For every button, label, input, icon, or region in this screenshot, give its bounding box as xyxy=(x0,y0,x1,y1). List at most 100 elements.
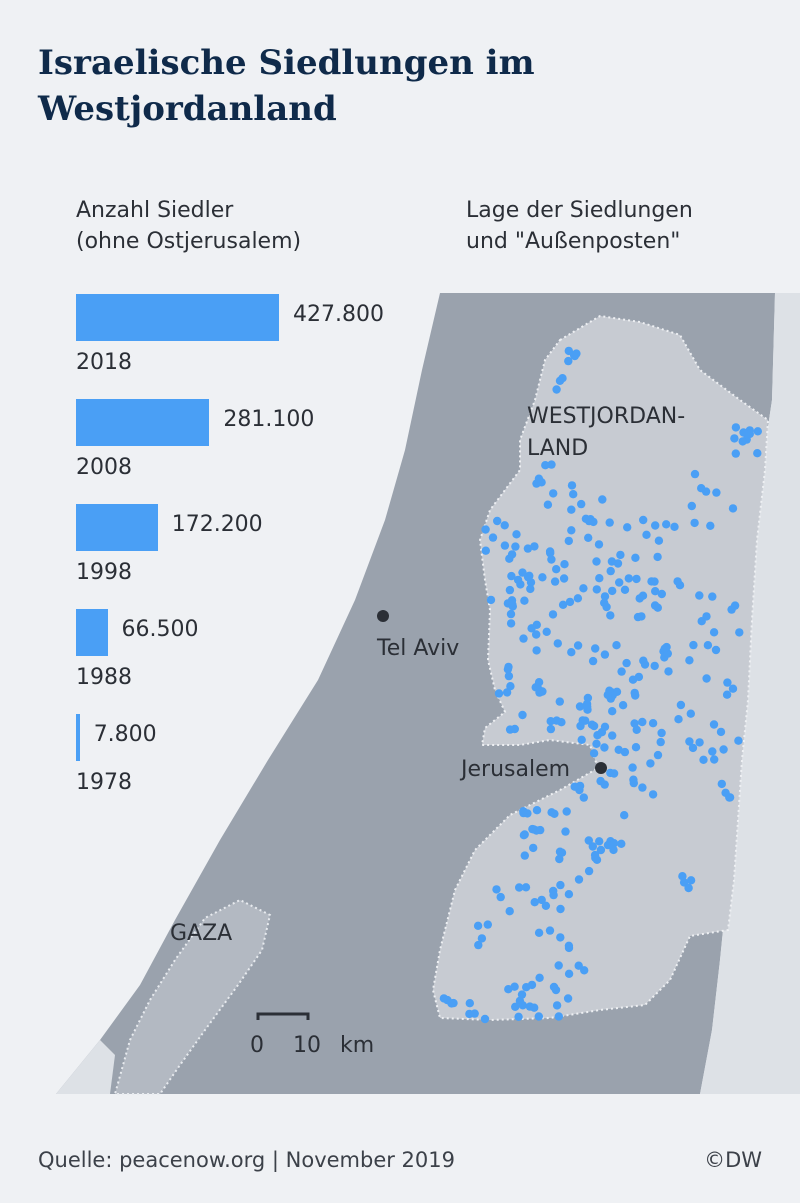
settlement-dot xyxy=(584,533,593,542)
settlement-dot xyxy=(657,728,666,738)
settlement-dot xyxy=(579,584,588,593)
settlement-dot xyxy=(474,940,483,950)
settlement-dot xyxy=(631,553,640,562)
settlement-dot xyxy=(567,481,577,490)
settlement-dot xyxy=(653,603,662,612)
bar-value-label: 7.800 xyxy=(93,722,157,747)
chart-heading-line1: Anzahl Siedler xyxy=(76,198,234,223)
settlement-dot xyxy=(480,1014,490,1024)
settlement-dot xyxy=(709,720,719,729)
settlement-dot xyxy=(608,707,617,716)
settlement-dot xyxy=(504,985,513,994)
settlement-dot xyxy=(703,641,713,650)
settlement-dot xyxy=(546,548,555,558)
settlement-dot xyxy=(620,811,629,820)
settlement-dot xyxy=(530,898,539,907)
settlement-dot xyxy=(584,516,594,526)
settlement-dot xyxy=(537,895,546,905)
settlement-dot xyxy=(686,709,695,718)
settlement-dot xyxy=(596,845,606,855)
settlement-dot xyxy=(549,890,558,900)
settlement-dot xyxy=(731,423,741,432)
settlement-dot xyxy=(553,639,562,648)
bar xyxy=(76,399,210,446)
settlement-dot xyxy=(558,600,568,609)
settlement-dot xyxy=(630,719,639,728)
settlement-dot xyxy=(608,586,617,596)
settlement-dot xyxy=(609,845,618,855)
settlement-dot xyxy=(695,591,704,600)
settlement-dot xyxy=(690,469,700,479)
bar xyxy=(76,609,108,656)
settlement-dot xyxy=(600,650,610,659)
settlement-dot xyxy=(639,515,648,525)
map-heading-line1: Lage der Siedlungen xyxy=(466,198,693,223)
settlement-dot xyxy=(640,660,650,669)
bar-value-label: 281.100 xyxy=(223,407,315,432)
settlement-dot xyxy=(577,735,586,744)
settlement-dot xyxy=(575,702,585,711)
west-bank-map: WESTJORDAN- LAND GAZA Tel Aviv Jerusalem… xyxy=(56,293,800,1095)
settlement-dot xyxy=(486,595,496,605)
settlement-dot xyxy=(618,701,628,710)
settlement-dot xyxy=(606,566,615,576)
settlement-dot xyxy=(624,574,633,583)
settlement-dot xyxy=(515,883,524,892)
settlement-dot xyxy=(651,521,660,530)
settlement-dot xyxy=(551,985,561,995)
settlement-dot xyxy=(569,490,578,499)
settlement-dot xyxy=(637,612,646,621)
jerusalem-marker xyxy=(595,762,607,774)
settlement-dot xyxy=(580,966,589,975)
credit: ©DW xyxy=(704,1148,762,1172)
settlement-dot xyxy=(723,678,732,687)
settlement-dot xyxy=(519,831,529,840)
settlement-dot xyxy=(709,628,719,637)
tel-aviv-marker xyxy=(377,610,389,622)
settlement-dot xyxy=(587,720,597,729)
settlement-dot xyxy=(500,521,509,530)
settlement-dot xyxy=(555,854,564,864)
settlement-dot xyxy=(470,1009,479,1018)
settlement-dot xyxy=(650,661,659,671)
settlement-dot xyxy=(493,516,502,526)
settlement-dot xyxy=(494,689,504,698)
settlement-dot xyxy=(564,969,574,978)
settlement-dot xyxy=(598,495,607,504)
settlement-dot xyxy=(642,530,651,539)
settlement-dot xyxy=(617,667,626,676)
settlement-dot xyxy=(505,585,515,595)
gaza-label: GAZA xyxy=(170,921,232,946)
settlement-dot xyxy=(588,656,598,666)
settlement-dot xyxy=(648,790,658,799)
settlement-dot xyxy=(513,575,523,585)
settlement-dot xyxy=(670,522,679,531)
settlement-dot xyxy=(560,560,569,569)
settlement-dot xyxy=(546,717,555,726)
bar xyxy=(76,714,80,761)
settlement-dot xyxy=(606,611,615,620)
settlement-dot xyxy=(684,883,693,893)
settlement-dot xyxy=(512,530,521,539)
settlement-dot xyxy=(546,724,556,734)
settlement-dot xyxy=(678,872,687,881)
settlement-dot xyxy=(549,489,558,498)
map-heading-line2: und "Außenposten" xyxy=(466,229,681,254)
settlement-dot xyxy=(547,555,556,564)
settlement-dot xyxy=(623,523,632,532)
settlement-dot xyxy=(687,501,696,511)
settlement-dot xyxy=(745,429,754,439)
settlement-dot xyxy=(518,710,527,720)
bar xyxy=(76,504,158,551)
settlement-dot xyxy=(559,574,569,583)
settlement-dot xyxy=(688,743,698,753)
settlement-dot xyxy=(503,665,513,674)
settlement-dot xyxy=(646,759,655,768)
settlement-dot xyxy=(500,541,510,550)
settlement-dot xyxy=(561,827,570,836)
settlement-dot xyxy=(632,725,641,734)
settlement-dot xyxy=(702,674,711,683)
settlement-dot xyxy=(721,788,730,797)
settlement-dot xyxy=(592,557,601,566)
settlement-dot xyxy=(605,518,614,527)
